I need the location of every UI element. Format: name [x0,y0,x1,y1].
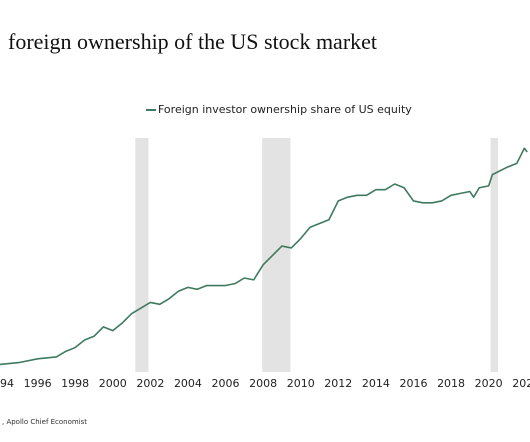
x-tick-label: 2014 [362,377,390,390]
recession-band [490,138,499,372]
x-tick-label: 2018 [437,377,465,390]
source-note: , Apollo Chief Economist [2,418,87,426]
x-tick-label: 1994 [0,377,14,390]
recession-band [262,138,291,372]
x-tick-label: 2000 [99,377,127,390]
x-tick-label: 2002 [136,377,164,390]
chart-title: foreign ownership of the US stock market [8,29,377,54]
x-tick-label: 2020 [475,377,503,390]
x-tick-label: 2016 [399,377,427,390]
x-tick-label: 2006 [212,377,240,390]
x-tick-label: 2010 [287,377,315,390]
data-line [0,147,528,366]
recession-band [135,138,149,372]
x-tick-label: 2022 [512,377,530,390]
legend-label: Foreign investor ownership share of US e… [158,103,412,116]
x-tick-label: 1996 [24,377,52,390]
x-tick-label: 1998 [61,377,89,390]
x-tick-label: 2004 [174,377,202,390]
legend: Foreign investor ownership share of US e… [146,103,412,116]
x-tick-label: 2012 [324,377,352,390]
x-tick-label: 2008 [249,377,277,390]
